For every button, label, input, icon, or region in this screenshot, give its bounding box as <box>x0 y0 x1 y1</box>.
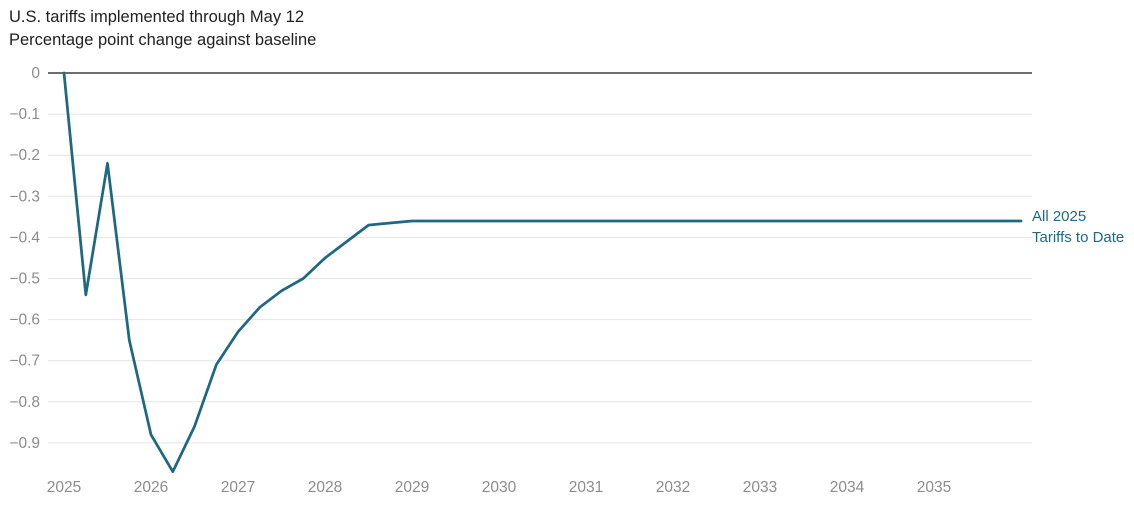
series-line <box>62 71 1023 474</box>
x-tick-label: 2034 <box>830 479 865 496</box>
x-tick-label: 2032 <box>656 479 690 496</box>
y-tick-label: −0.9 <box>9 435 40 452</box>
series-legend: All 2025 Tariffs to Date <box>1032 206 1124 248</box>
x-tick-label: 2031 <box>569 479 603 496</box>
legend-line-1: All 2025 <box>1032 208 1087 225</box>
chart-title: U.S. tariffs implemented through May 12 <box>9 8 305 26</box>
x-tick-label: 2033 <box>743 479 777 496</box>
y-tick-label: −0.7 <box>9 353 40 370</box>
x-tick-label: 2035 <box>917 479 951 496</box>
chart-header: U.S. tariffs implemented through May 12 … <box>9 6 316 52</box>
y-tick-label: −0.2 <box>9 147 40 164</box>
legend-line-2: Tariffs to Date <box>1032 229 1125 246</box>
x-tick-label: 2027 <box>221 479 255 496</box>
y-tick-label: −0.6 <box>9 312 40 329</box>
y-tick-label: −0.8 <box>9 394 40 411</box>
x-tick-label: 2028 <box>308 479 342 496</box>
x-tick-label: 2025 <box>47 479 81 496</box>
y-tick-label: −0.4 <box>9 229 40 246</box>
x-tick-label: 2029 <box>395 479 429 496</box>
chart-subtitle: Percentage point change against baseline <box>9 31 317 49</box>
y-tick-label: −0.1 <box>9 106 40 123</box>
x-tick-label: 2030 <box>482 479 517 496</box>
y-tick-label: −0.3 <box>9 188 40 205</box>
y-tick-label: −0.5 <box>9 271 40 288</box>
y-tick-label: 0 <box>31 65 40 82</box>
x-tick-label: 2026 <box>134 479 168 496</box>
